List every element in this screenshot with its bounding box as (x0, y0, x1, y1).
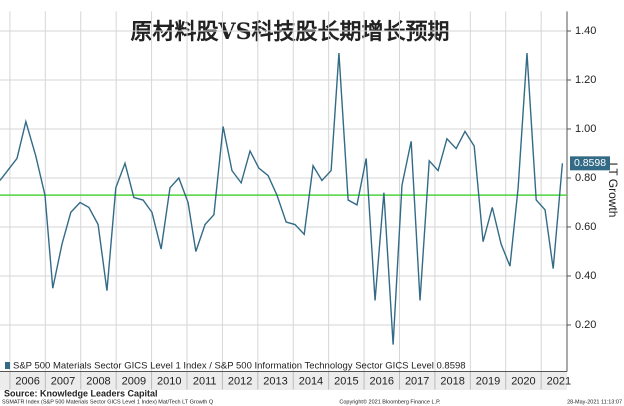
y-tick-label: 0.80 (575, 172, 596, 184)
y-tick-label: 1.40 (575, 25, 596, 37)
series-line (0, 52, 564, 345)
x-tick-label: 2006 (15, 375, 39, 387)
last-value-box (570, 156, 610, 171)
x-tick-label: 2008 (86, 375, 110, 387)
footer: SSMATR Index (S&P 500 Materials Sector G… (2, 399, 214, 405)
source: Source: Knowledge Leaders Capital (4, 388, 158, 398)
last-value-label: 0.8598 (574, 157, 606, 169)
x-tick-label: 2009 (122, 375, 146, 387)
x-tick-label: 2017 (405, 375, 429, 387)
x-tick-label: 2021 (547, 375, 571, 387)
x-tick-label: 2019 (476, 375, 500, 387)
y-tick-label: 0.60 (575, 221, 596, 233)
x-tick-label: 2018 (440, 375, 464, 387)
x-axis-band (0, 372, 567, 390)
x-tick-label: 2016 (370, 375, 394, 387)
y-axis-label: LT Growth (606, 163, 620, 218)
x-tick-label: 2010 (157, 375, 181, 387)
x-tick-label: 2015 (334, 375, 358, 387)
x-tick-label: 2012 (228, 375, 252, 387)
footer: 28-May-2021 11:13:07 (567, 399, 622, 405)
y-tick-label: 0.20 (575, 319, 596, 331)
x-tick-label: 2013 (263, 375, 287, 387)
chart-title: 原材料股VS科技股长期增长预期 (131, 19, 450, 45)
legend-swatch (5, 362, 10, 369)
y-tick-label: 1.00 (575, 123, 596, 135)
footer: Copyright© 2021 Bloomberg Finance L.P. (339, 398, 441, 405)
y-tick-label: 0.40 (575, 270, 596, 282)
x-tick-label: 2011 (193, 375, 217, 387)
x-tick-label: 2014 (299, 375, 323, 387)
y-tick-label: 1.20 (575, 74, 596, 86)
legend-entry: S&P 500 Materials Sector GICS Level 1 In… (13, 361, 466, 372)
x-tick-label: 2020 (511, 375, 535, 387)
x-tick-label: 2007 (51, 375, 75, 387)
